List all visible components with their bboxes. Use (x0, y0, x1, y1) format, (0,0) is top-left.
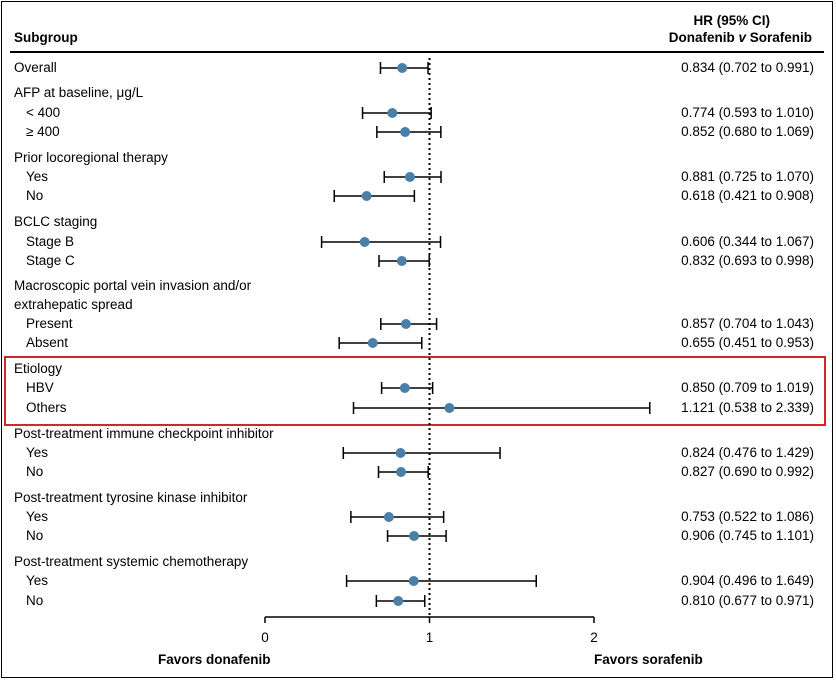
subgroup-label: No (26, 593, 44, 608)
hr-ci-value: 0.655 (0.451 to 0.953) (681, 335, 814, 350)
hr-ci-value: 0.618 (0.421 to 0.908) (681, 188, 814, 203)
subgroup-label: No (26, 188, 44, 203)
group-label: Etiology (14, 361, 63, 376)
subgroup-label: Yes (26, 509, 49, 524)
group-label: extrahepatic spread (14, 297, 133, 312)
hr-header-versus: v (738, 30, 746, 45)
hr-header-line1: HR (95% CI) (693, 13, 770, 28)
subgroup-label: Others (26, 400, 67, 415)
hr-ci-value: 0.904 (0.496 to 1.649) (681, 573, 814, 588)
group-label: Post-treatment tyrosine kinase inhibitor (14, 490, 248, 505)
hr-point (383, 512, 394, 522)
hr-ci-value: 0.774 (0.593 to 1.010) (681, 105, 814, 120)
hr-point (409, 531, 420, 541)
hr-ci-value: 0.881 (0.725 to 1.070) (681, 169, 814, 184)
subgroup-label: Absent (26, 335, 69, 350)
subgroup-label: Stage C (26, 253, 75, 268)
subgroup-label: Yes (26, 573, 49, 588)
hr-point (367, 338, 378, 348)
x-tick-label-2: 2 (590, 630, 598, 645)
hr-header-sorafenib: Sorafenib (745, 30, 812, 45)
hr-point (395, 448, 406, 458)
favors-sorafenib-label: Favors sorafenib (594, 652, 703, 667)
hr-ci-value: 0.834 (0.702 to 0.991) (681, 60, 814, 75)
header-rule (10, 51, 824, 53)
hr-point (444, 403, 455, 413)
hr-ci-value: 0.857 (0.704 to 1.043) (681, 316, 814, 331)
subgroup-label: < 400 (26, 105, 61, 120)
subgroup-label: HBV (26, 380, 54, 395)
x-tick-label-1: 1 (426, 630, 434, 645)
subgroup-label: ≥ 400 (26, 124, 60, 139)
hr-point (408, 576, 419, 586)
subgroup-label: Yes (26, 445, 49, 460)
hr-point (361, 191, 372, 201)
group-label: Macroscopic portal vein invasion and/or (14, 278, 252, 293)
hr-ci-value: 0.606 (0.344 to 1.067) (681, 234, 814, 249)
hr-point (400, 319, 411, 329)
hr-point (396, 256, 407, 266)
hr-point (396, 467, 407, 477)
hr-point (393, 596, 404, 606)
hr-point (399, 383, 410, 393)
group-label: Post-treatment immune checkpoint inhibit… (14, 426, 274, 441)
hr-header-line2: Donafenib v Sorafenib (669, 30, 812, 46)
hr-ci-value: 0.852 (0.680 to 1.069) (681, 124, 814, 139)
hr-point (387, 108, 398, 118)
hr-ci-value: 0.824 (0.476 to 1.429) (681, 445, 814, 460)
subgroup-label: No (26, 464, 44, 479)
hr-point (400, 127, 411, 137)
subgroup-label: No (26, 528, 44, 543)
hr-ci-value: 0.906 (0.745 to 1.101) (681, 528, 814, 543)
hr-ci-value: 0.810 (0.677 to 0.971) (681, 593, 814, 608)
etiology-highlight-box (4, 356, 826, 426)
subgroup-label: Stage B (26, 234, 75, 249)
x-tick-label-0: 0 (261, 630, 269, 645)
hr-point (404, 172, 415, 182)
hr-ci-value: 0.753 (0.522 to 1.086) (681, 509, 814, 524)
hr-ci-value: 1.121 (0.538 to 2.339) (681, 400, 814, 415)
hr-ci-value: 0.832 (0.693 to 0.998) (681, 253, 814, 268)
hr-point (359, 237, 370, 247)
favors-donafenib-label: Favors donafenib (158, 652, 271, 667)
group-label: BCLC staging (14, 214, 98, 229)
subgroup-label: Present (26, 316, 73, 331)
group-label: Overall (14, 60, 57, 75)
subgroup-label: Yes (26, 169, 49, 184)
hr-point (397, 63, 408, 73)
group-label: Post-treatment systemic chemotherapy (14, 554, 249, 569)
group-label: AFP at baseline, μg/L (14, 85, 144, 100)
subgroup-header: Subgroup (14, 30, 78, 45)
group-label: Prior locoregional therapy (14, 150, 168, 165)
hr-header-donafenib: Donafenib (668, 30, 739, 45)
hr-ci-value: 0.827 (0.690 to 0.992) (681, 464, 814, 479)
hr-ci-value: 0.850 (0.709 to 1.019) (681, 380, 814, 395)
